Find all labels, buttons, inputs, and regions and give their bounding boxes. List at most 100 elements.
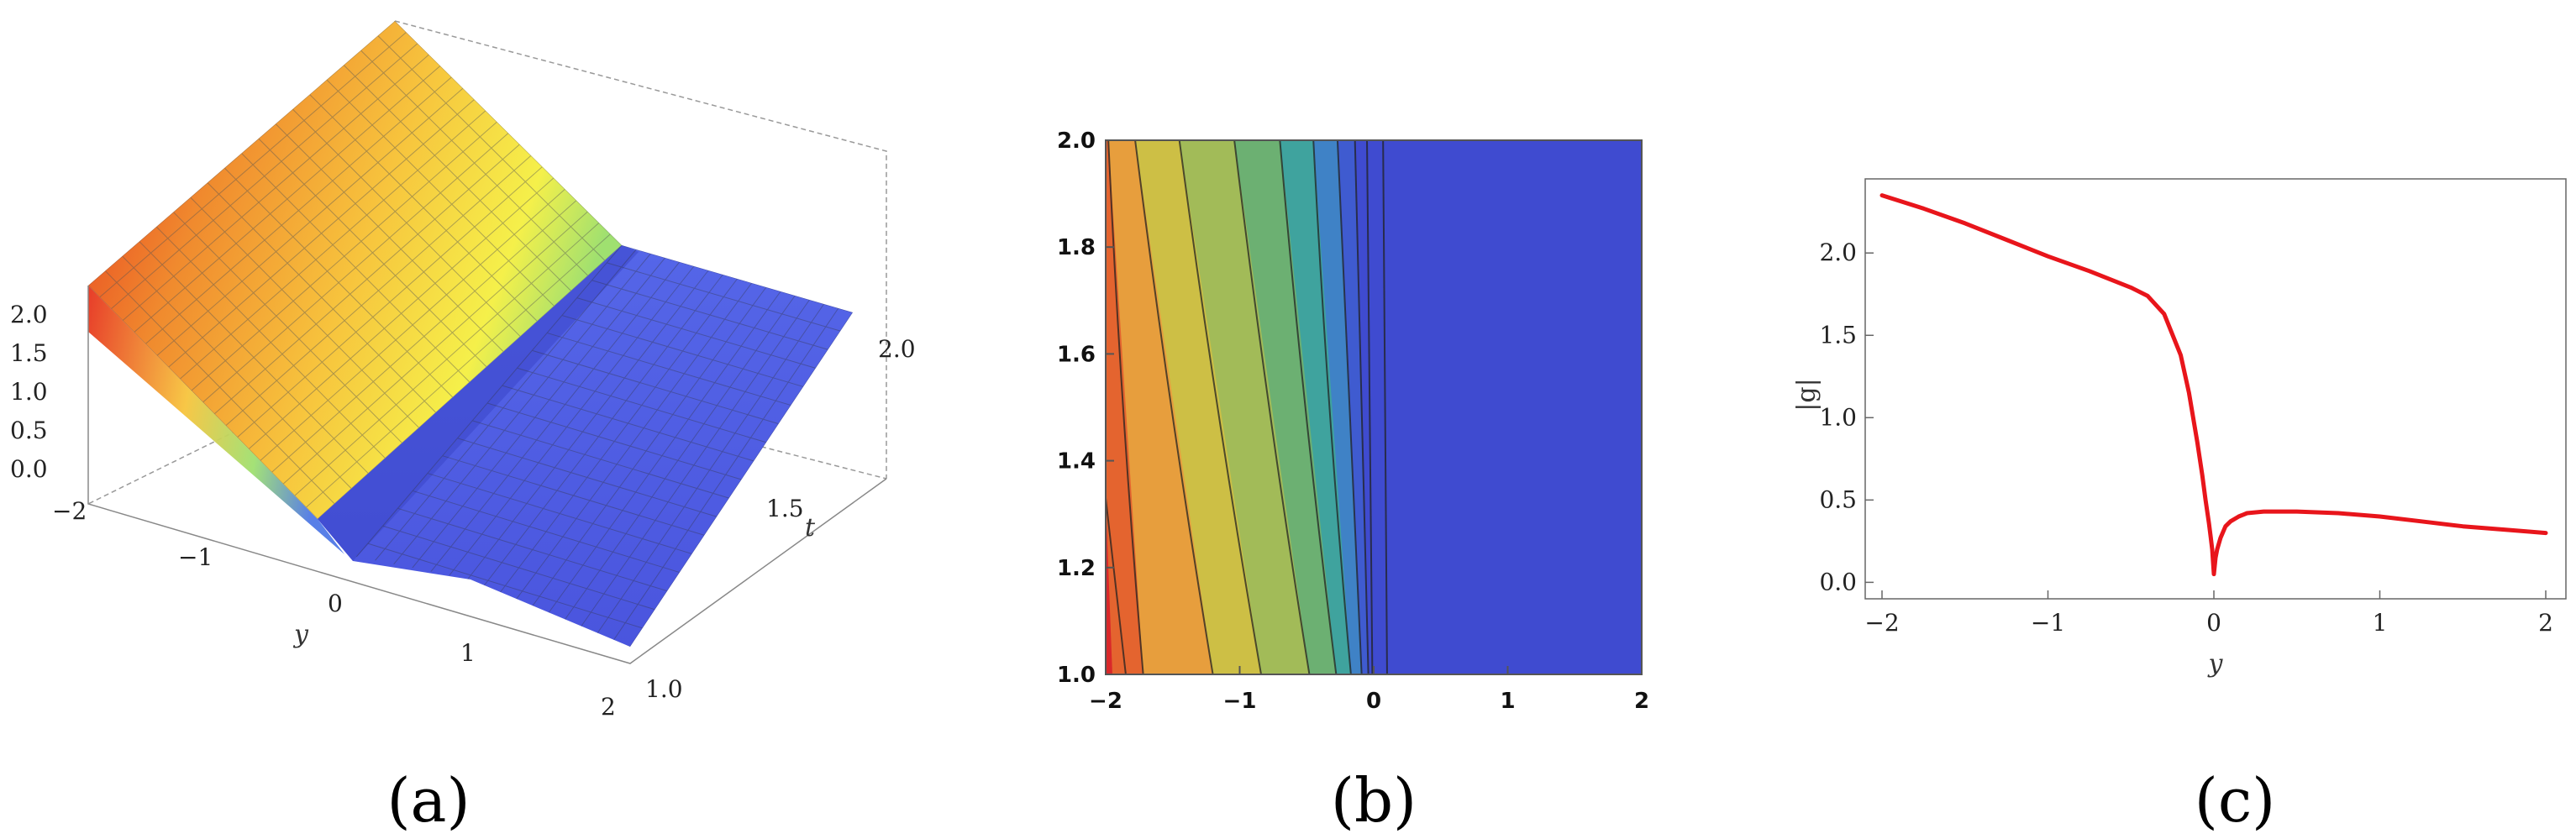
a-x-axis-title: y	[292, 620, 309, 649]
b-contour-lines	[1105, 139, 1388, 675]
mesh-line	[271, 200, 577, 473]
mesh-line	[486, 402, 742, 480]
bounding-box-front	[87, 286, 887, 664]
mesh-line	[508, 282, 753, 610]
b-x-tick-label: −1	[1223, 689, 1257, 714]
c-series-line	[1879, 193, 2548, 577]
mesh-line	[397, 507, 668, 592]
a-x-tick-2: 0	[328, 590, 343, 617]
mesh-line	[439, 265, 695, 589]
mesh-line	[377, 35, 606, 261]
b-contour-line	[1134, 139, 1214, 675]
c-x-tick-label: 0	[2206, 609, 2221, 637]
b-x-tick-label: 1	[1500, 689, 1515, 714]
mesh-line	[367, 543, 643, 629]
a-t-axis-title: t	[805, 513, 816, 543]
mesh-line	[546, 332, 791, 406]
b-x-tick-label: 2	[1634, 689, 1649, 714]
panel-b-contour-plot: −2 −1 0 1 2 1.0 1.2 1.4 1.6 1.8 2.0 (b)	[1057, 128, 1649, 836]
c-x-axis-title: y	[2207, 649, 2224, 679]
c-y-ticks: 0.0 0.5 1.0 1.5 2.0	[1819, 239, 1874, 595]
mesh-line	[382, 525, 655, 611]
surface-low-plateau	[318, 245, 853, 647]
mesh-line	[190, 197, 420, 428]
mesh-line	[525, 286, 767, 616]
mesh-line	[595, 303, 825, 637]
mesh-line	[473, 274, 723, 599]
mesh-line	[179, 110, 486, 380]
mesh-line	[502, 385, 754, 462]
panel-c-line-plot: −2 −1 0 1 2 0.0 0.5 1.0 1.5 2.0 y |g| (c)	[1792, 178, 2567, 836]
mesh-line	[139, 241, 369, 475]
mesh-line	[442, 455, 705, 536]
b-x-tick-label: 0	[1366, 689, 1381, 714]
mesh-line	[145, 76, 452, 344]
mesh-line	[122, 255, 352, 490]
mesh-line	[207, 182, 437, 413]
b-contour-line	[1312, 139, 1352, 675]
a-t-tick-1: 1.5	[766, 495, 804, 522]
mesh-line	[576, 297, 816, 369]
mesh-line	[491, 278, 738, 605]
mesh-line	[294, 222, 600, 496]
mesh-line	[202, 133, 509, 403]
mesh-line	[282, 211, 588, 485]
b-y-tick-label: 1.6	[1057, 342, 1096, 367]
mesh-line	[386, 253, 651, 573]
mesh-line	[427, 473, 692, 554]
mesh-line	[258, 138, 487, 368]
b-x-tick-label: −2	[1089, 689, 1122, 714]
c-x-tick-label: −2	[1864, 609, 1899, 637]
mesh-line	[577, 299, 810, 632]
mesh-line	[591, 280, 828, 350]
b-contour-line	[1354, 139, 1369, 675]
c-x-ticks: −2 −1 0 1 2	[1864, 590, 2553, 637]
c-x-tick-label: −1	[2031, 609, 2065, 637]
mesh-line	[309, 94, 538, 322]
b-band-corner	[1106, 498, 1112, 674]
c-y-tick-label: 0.0	[1819, 568, 1857, 595]
b-y-tick-label: 1.4	[1057, 449, 1096, 475]
mesh-line	[306, 233, 611, 508]
mesh-line	[173, 212, 402, 443]
mesh-line	[260, 188, 565, 461]
a-z-tick-2: 1.0	[10, 378, 48, 406]
mesh-line	[241, 153, 471, 383]
mesh-line	[370, 249, 637, 567]
surface-transition	[318, 245, 639, 561]
mesh-line	[404, 257, 665, 578]
a-t-tick-0: 1.0	[645, 675, 683, 703]
mesh-line	[457, 438, 718, 517]
mesh-line	[248, 177, 555, 449]
b-y-tick-label: 2.0	[1057, 128, 1096, 154]
c-plot-frame	[1864, 178, 2567, 600]
mesh-line	[213, 144, 520, 415]
mesh-line	[155, 226, 386, 459]
a-x-tick-0: −2	[52, 497, 87, 525]
mesh-line	[360, 50, 589, 276]
mesh-line	[99, 31, 407, 298]
panel-a-label: (a)	[386, 765, 470, 836]
panel-c-label: (c)	[2195, 765, 2276, 836]
c-y-axis-title: |g|	[1792, 378, 1822, 411]
surface-front-wall	[88, 286, 344, 554]
b-y-tick-label: 1.0	[1057, 663, 1096, 688]
mesh-line	[292, 108, 521, 338]
mesh-line	[394, 21, 622, 246]
mesh-line	[275, 123, 504, 353]
c-x-tick-label: 2	[2538, 609, 2553, 637]
panel-b-label: (b)	[1331, 765, 1417, 836]
mesh-line	[352, 245, 623, 562]
c-y-tick-label: 0.5	[1819, 485, 1857, 513]
a-x-tick-1: −1	[178, 543, 213, 571]
panel-a-surface-plot: 0.0 0.5 1.0 1.5 2.0 −2 −1 0 1 2 y 1.0 1.…	[10, 20, 916, 836]
mesh-line	[612, 307, 839, 642]
b-contour-line	[1178, 139, 1263, 675]
mesh-line	[225, 155, 532, 427]
b-y-tick-label: 1.2	[1057, 556, 1096, 581]
mesh-line	[104, 270, 335, 505]
mesh-line	[412, 490, 681, 574]
mesh-line	[237, 166, 543, 438]
c-y-tick-label: 1.0	[1819, 403, 1857, 431]
